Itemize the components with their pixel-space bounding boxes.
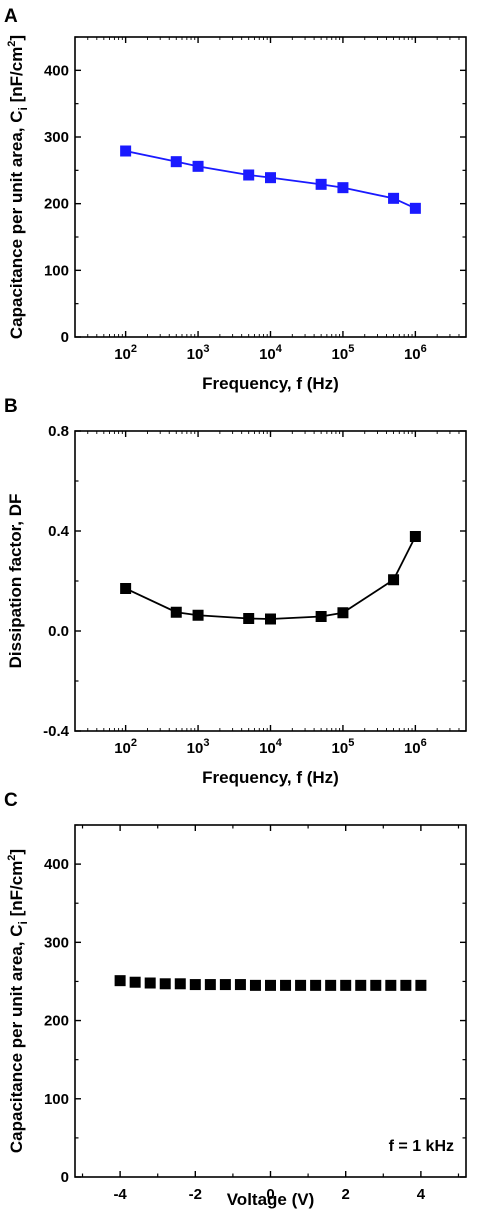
data-point (388, 192, 400, 204)
x-tick-label: 2 (342, 1186, 350, 1203)
data-point (315, 178, 327, 190)
panel-letter: A (4, 6, 18, 27)
data-point (280, 979, 292, 991)
y-tick-label: 0 (61, 329, 69, 346)
plot-frame (74, 824, 467, 1178)
data-point (337, 607, 349, 619)
data-point (388, 574, 400, 586)
data-point (174, 978, 186, 990)
data-point (159, 978, 171, 990)
y-axis-title: Dissipation factor, DF (6, 494, 25, 669)
x-tick-label: 106 (404, 343, 427, 363)
data-point (409, 202, 421, 214)
x-tick-label: 104 (259, 343, 283, 363)
data-point (120, 145, 132, 157)
data-point (355, 979, 367, 991)
data-point (192, 160, 204, 172)
x-tick-label: 104 (259, 737, 283, 757)
y-tick-label: -0.4 (43, 723, 70, 740)
data-point (189, 979, 201, 991)
x-axis-title: Frequency, f (Hz) (202, 374, 339, 393)
frequency-annotation: f = 1 kHz (389, 1138, 454, 1155)
y-tick-label: 200 (44, 1013, 69, 1030)
data-point (170, 606, 182, 618)
x-tick-label: 103 (187, 737, 210, 757)
data-point (265, 979, 276, 991)
data-point (385, 979, 397, 991)
y-axis-title: Capacitance per unit area, Ci [nF/cm2] (6, 35, 30, 339)
data-point (400, 979, 412, 991)
data-point (234, 979, 246, 991)
plot-frame (74, 430, 467, 732)
data-point (310, 979, 322, 991)
data-point (129, 976, 141, 988)
data-point (265, 172, 276, 184)
data-point (170, 156, 182, 168)
y-tick-label: 200 (44, 196, 69, 213)
x-tick-label: 102 (114, 737, 137, 757)
data-point (265, 613, 276, 625)
y-tick-label: 0.4 (48, 523, 70, 540)
x-tick-label: 105 (332, 343, 355, 363)
x-tick-label: 0 (266, 1186, 274, 1203)
series-line (125, 536, 417, 620)
chart-panel-b: B -0.4 0.0 0.4 0.8 102 103 104 105 106 Frequency, … (4, 396, 467, 787)
x-tick-label: -4 (113, 1186, 127, 1203)
y-tick-label: 0.0 (48, 623, 69, 640)
y-tick-label: 400 (44, 856, 69, 873)
x-axis-title: Voltage (V) (227, 1190, 315, 1209)
data-point (340, 979, 352, 991)
y-tick-label: 300 (44, 129, 69, 146)
y-axis-title: Capacitance per unit area, Ci [nF/cm2] (6, 849, 30, 1153)
plot-frame (74, 36, 467, 338)
data-point (249, 979, 261, 991)
data-point (204, 979, 216, 991)
x-tick-label: 105 (332, 737, 355, 757)
chart-panel-a: A 0 100 200 300 400 102 103 104 105 106 Frequency, … (4, 6, 467, 393)
x-tick-label: 106 (404, 737, 427, 757)
data-point (370, 979, 382, 991)
chart-panel-c: C 0 100 200 300 400 -4 -2 0 2 4 Voltage (V) Capacita… (4, 790, 467, 1209)
x-axis-title: Frequency, f (Hz) (202, 768, 339, 787)
data-point (192, 609, 204, 621)
x-tick-label: 103 (187, 343, 210, 363)
y-tick-label: 100 (44, 262, 69, 279)
y-tick-label: 300 (44, 934, 69, 951)
data-point (315, 611, 327, 622)
x-tick-label: -2 (189, 1186, 202, 1203)
data-point (325, 979, 337, 991)
data-point (144, 977, 156, 989)
data-point (219, 979, 231, 991)
y-tick-label: 0 (61, 1169, 69, 1186)
data-point (337, 182, 349, 194)
y-tick-label: 400 (44, 62, 69, 79)
data-point (295, 979, 307, 991)
data-point (120, 583, 132, 594)
data-point (243, 169, 255, 181)
data-point (243, 613, 255, 624)
x-tick-label: 4 (417, 1186, 426, 1203)
panel-letter: C (4, 790, 18, 811)
data-point (415, 979, 427, 991)
data-point (409, 531, 421, 542)
x-tick-label: 102 (114, 343, 137, 363)
panel-letter: B (4, 396, 18, 417)
y-tick-label: 0.8 (48, 423, 69, 440)
data-point (114, 975, 126, 987)
y-tick-label: 100 (44, 1091, 69, 1108)
